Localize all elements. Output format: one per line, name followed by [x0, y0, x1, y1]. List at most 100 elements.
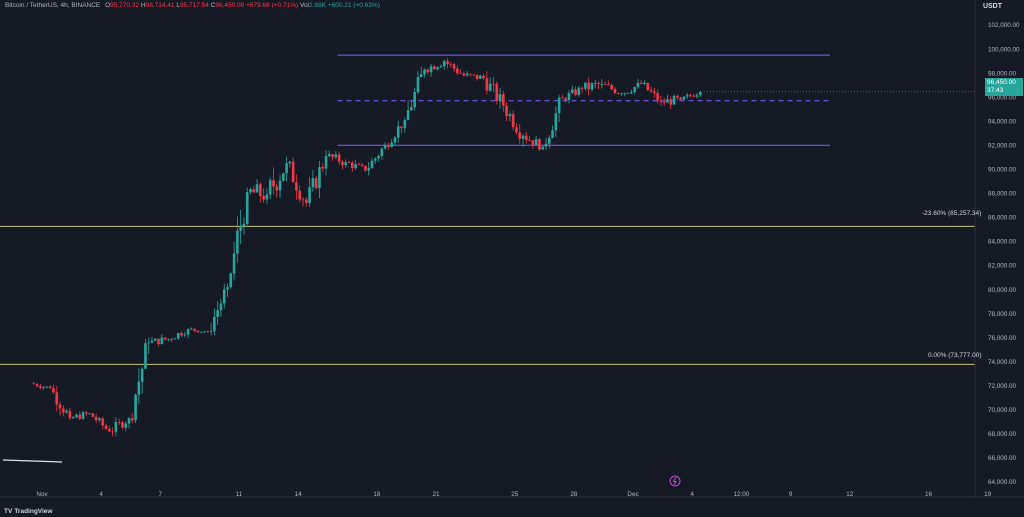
candle-body — [577, 87, 581, 95]
symbol-legend: Bitcoin / TetherUS, 4h, BINANCE O95,770.… — [5, 2, 380, 9]
symbol-title[interactable]: Bitcoin / TetherUS, 4h, BINANCE — [5, 2, 101, 9]
price-axis-tick-label: 64,000.00 — [988, 479, 1017, 486]
candle-body — [475, 74, 479, 79]
candle-body — [206, 331, 210, 333]
time-axis-tick-label: 4 — [99, 491, 103, 498]
candle-body — [511, 114, 515, 128]
candle-body — [331, 154, 334, 158]
candle-body — [272, 180, 275, 187]
candle-body — [245, 192, 249, 224]
candle-body — [449, 63, 453, 65]
candle-body — [344, 162, 348, 165]
candle-body — [416, 77, 420, 93]
candle-body — [318, 167, 321, 189]
candle-body — [239, 225, 242, 231]
candle-body — [646, 82, 650, 91]
candle-body — [390, 142, 393, 147]
candle-body — [367, 168, 370, 171]
low-value: 95,717.54 — [179, 2, 209, 9]
candle-body — [685, 95, 689, 97]
candle-body — [58, 404, 62, 409]
candle-body — [676, 95, 679, 98]
candle-body — [370, 160, 374, 169]
candle-body — [630, 92, 633, 93]
candle-body — [111, 431, 114, 433]
candle-body — [603, 83, 607, 85]
candle-body — [423, 69, 426, 75]
candle-body — [124, 423, 128, 428]
last-price: 96,450.00 — [987, 79, 1016, 86]
event-marker-icon[interactable] — [669, 475, 681, 487]
time-axis-tick-label: 11 — [236, 491, 243, 498]
candle-body — [252, 189, 256, 193]
candle-body — [354, 164, 357, 168]
candle-body — [364, 165, 367, 171]
candle-body — [547, 137, 551, 144]
candle-body — [439, 66, 443, 68]
candle-body — [242, 223, 246, 226]
candle-body — [268, 180, 272, 195]
candle-body — [199, 331, 203, 333]
candle-body — [456, 68, 459, 74]
price-axis-tick-label: 94,000.00 — [988, 118, 1017, 125]
candle-body — [695, 95, 699, 97]
candle-body — [324, 156, 328, 169]
price-axis-tick-label: 72,000.00 — [988, 383, 1017, 390]
candle-body — [413, 92, 416, 108]
candle-body — [485, 77, 489, 91]
candle-body — [334, 154, 338, 158]
candle-body — [183, 334, 187, 336]
candle-body — [170, 338, 173, 340]
currency-label[interactable]: USDT — [982, 3, 1002, 10]
candle-body — [692, 95, 696, 97]
candle-body — [337, 154, 341, 162]
candle-body — [387, 145, 390, 147]
tradingview-icon: TV — [4, 508, 13, 515]
price-axis-tick-label: 100,000.00 — [988, 46, 1020, 53]
candle-body — [81, 412, 85, 419]
candle-body — [298, 190, 302, 200]
candle-body — [39, 386, 42, 388]
candle-body — [465, 73, 469, 76]
candle-body — [203, 331, 206, 333]
candle-body — [593, 83, 597, 84]
candle-body — [78, 414, 82, 419]
candle-body — [554, 113, 558, 131]
bar-countdown: 37:43 — [987, 87, 1004, 94]
candle-body — [502, 94, 505, 106]
candle-body — [121, 422, 124, 428]
candle-body — [285, 163, 288, 174]
candle-body — [301, 199, 305, 201]
candle-body — [534, 139, 538, 145]
time-axis-tick-label: 7 — [158, 491, 162, 498]
candle-body — [229, 273, 233, 288]
candle-body — [531, 140, 535, 145]
candle-body — [134, 394, 137, 421]
price-axis-tick-label: 68,000.00 — [988, 431, 1017, 438]
candle-body — [433, 66, 436, 70]
candle-body — [275, 186, 279, 191]
candle-body — [373, 158, 377, 161]
candle-body — [669, 99, 673, 105]
time-axis-tick-label: 28 — [570, 491, 578, 498]
candle-body — [265, 194, 269, 200]
candle-body — [538, 139, 541, 150]
time-axis-tick-label: Dec — [627, 491, 638, 498]
candle-body — [147, 342, 151, 344]
high-value: 96,714.41 — [145, 2, 175, 9]
price-axis-tick-label: 74,000.00 — [988, 359, 1017, 366]
candle-body — [498, 94, 502, 101]
candle-body — [679, 97, 682, 100]
candle-body — [308, 187, 311, 204]
candle-body — [446, 61, 449, 64]
candle-body — [482, 75, 485, 78]
candle-body — [488, 83, 492, 91]
tradingview-logo[interactable]: TV TradingView — [4, 508, 53, 515]
time-axis-tick-label: 9 — [789, 491, 793, 498]
candle-body — [656, 93, 659, 101]
candle-body — [521, 135, 525, 139]
price-axis-tick-label: 88,000.00 — [988, 191, 1017, 198]
time-axis-tick-label: 14 — [295, 491, 303, 498]
candle-body — [117, 422, 121, 423]
